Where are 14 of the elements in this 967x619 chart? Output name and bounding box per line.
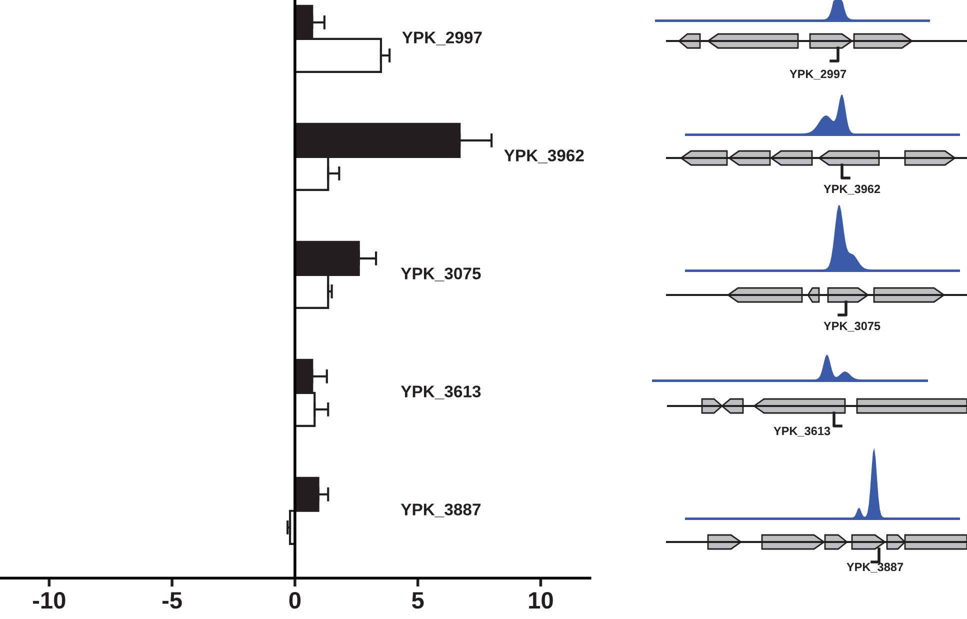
- x-tick-label: -10: [33, 592, 66, 609]
- y-tick-label: YPK_3887: [400, 504, 481, 518]
- x-tick-label: 10: [529, 592, 553, 609]
- x-tick-label: -5: [162, 592, 182, 609]
- text: YPK_3075: [824, 322, 880, 332]
- text: YPK_2997: [790, 70, 846, 80]
- x-tick-label: 5: [412, 592, 424, 609]
- text: YPK_3962: [824, 184, 880, 194]
- y-tick-label: YPK_2997: [402, 32, 482, 46]
- y-tick-label: YPK_3613: [400, 386, 481, 400]
- text: YPK_3887: [846, 562, 904, 572]
- text: YPK_3613: [774, 426, 830, 436]
- x-tick-label: 0: [289, 592, 301, 609]
- y-tick-label: YPK_3075: [400, 268, 481, 282]
